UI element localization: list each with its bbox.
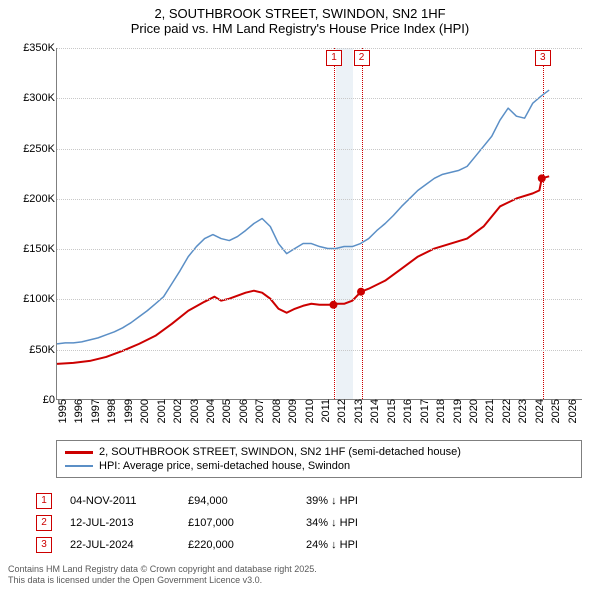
gridline — [57, 48, 582, 49]
event-price: £94,000 — [188, 495, 288, 507]
x-axis-label: 1996 — [69, 399, 85, 423]
gridline — [57, 249, 582, 250]
x-axis-label: 2011 — [316, 399, 332, 423]
x-axis-label: 2003 — [185, 399, 201, 423]
chart-lines-svg — [57, 48, 582, 399]
legend-swatch — [65, 465, 93, 467]
event-marker-box: 2 — [354, 50, 370, 66]
title-address: 2, SOUTHBROOK STREET, SWINDON, SN2 1HF — [0, 6, 600, 21]
legend-label: HPI: Average price, semi-detached house,… — [99, 460, 350, 472]
x-axis-label: 2002 — [168, 399, 184, 423]
event-row: 3 22-JUL-2024 £220,000 24% ↓ HPI — [36, 534, 582, 556]
legend-row: HPI: Average price, semi-detached house,… — [65, 459, 573, 473]
x-axis-label: 2025 — [546, 399, 562, 423]
event-delta: 34% ↓ HPI — [306, 517, 582, 529]
legend-row: 2, SOUTHBROOK STREET, SWINDON, SN2 1HF (… — [65, 445, 573, 459]
footer-line: Contains HM Land Registry data © Crown c… — [8, 564, 317, 575]
footer-line: This data is licensed under the Open Gov… — [8, 575, 317, 586]
y-axis-label: £250K — [23, 143, 57, 155]
event-row: 2 12-JUL-2013 £107,000 34% ↓ HPI — [36, 512, 582, 534]
x-axis-label: 2015 — [382, 399, 398, 423]
footer: Contains HM Land Registry data © Crown c… — [8, 564, 317, 587]
x-axis-label: 2013 — [349, 399, 365, 423]
data-point-marker — [329, 301, 337, 309]
gridline — [57, 199, 582, 200]
event-delta: 24% ↓ HPI — [306, 539, 582, 551]
event-date: 22-JUL-2024 — [70, 539, 170, 551]
x-axis-label: 2026 — [563, 399, 579, 423]
x-axis-label: 2007 — [250, 399, 266, 423]
y-axis-label: £100K — [23, 293, 57, 305]
x-axis-label: 2018 — [431, 399, 447, 423]
chart-container: 2, SOUTHBROOK STREET, SWINDON, SN2 1HF P… — [0, 0, 600, 590]
x-axis-label: 2009 — [283, 399, 299, 423]
event-row: 1 04-NOV-2011 £94,000 39% ↓ HPI — [36, 490, 582, 512]
x-axis-label: 2005 — [217, 399, 233, 423]
x-axis-label: 2010 — [300, 399, 316, 423]
y-axis-label: £350K — [23, 42, 57, 54]
event-date: 12-JUL-2013 — [70, 517, 170, 529]
x-axis-label: 1999 — [119, 399, 135, 423]
chart-plot-area: £0£50K£100K£150K£200K£250K£300K£350K1995… — [56, 48, 582, 400]
event-number: 3 — [36, 537, 52, 553]
x-axis-label: 2021 — [480, 399, 496, 423]
event-number: 2 — [36, 515, 52, 531]
x-axis-label: 2024 — [530, 399, 546, 423]
x-axis-label: 2000 — [135, 399, 151, 423]
series-price_paid — [57, 176, 549, 364]
x-axis-label: 2020 — [464, 399, 480, 423]
x-axis-label: 2008 — [267, 399, 283, 423]
event-price: £107,000 — [188, 517, 288, 529]
event-price: £220,000 — [188, 539, 288, 551]
x-axis-label: 1997 — [86, 399, 102, 423]
events-table: 1 04-NOV-2011 £94,000 39% ↓ HPI 2 12-JUL… — [36, 490, 582, 556]
event-delta: 39% ↓ HPI — [306, 495, 582, 507]
title-block: 2, SOUTHBROOK STREET, SWINDON, SN2 1HF P… — [0, 0, 600, 36]
legend-label: 2, SOUTHBROOK STREET, SWINDON, SN2 1HF (… — [99, 446, 461, 458]
gridline — [57, 98, 582, 99]
x-axis-label: 2019 — [448, 399, 464, 423]
x-axis-label: 2016 — [398, 399, 414, 423]
gridline — [57, 149, 582, 150]
legend-swatch — [65, 451, 93, 454]
gridline — [57, 350, 582, 351]
x-axis-label: 2014 — [365, 399, 381, 423]
x-axis-label: 2017 — [415, 399, 431, 423]
event-date: 04-NOV-2011 — [70, 495, 170, 507]
data-point-marker — [357, 288, 365, 296]
event-marker-box: 1 — [326, 50, 342, 66]
data-point-marker — [538, 174, 546, 182]
title-subtitle: Price paid vs. HM Land Registry's House … — [0, 21, 600, 36]
y-axis-label: £200K — [23, 193, 57, 205]
y-axis-label: £50K — [29, 344, 57, 356]
legend: 2, SOUTHBROOK STREET, SWINDON, SN2 1HF (… — [56, 440, 582, 478]
event-marker-box: 3 — [535, 50, 551, 66]
gridline — [57, 299, 582, 300]
x-axis-label: 2001 — [152, 399, 168, 423]
x-axis-label: 1995 — [53, 399, 69, 423]
event-number: 1 — [36, 493, 52, 509]
x-axis-label: 2023 — [513, 399, 529, 423]
x-axis-label: 2004 — [201, 399, 217, 423]
y-axis-label: £300K — [23, 92, 57, 104]
x-axis-label: 2006 — [234, 399, 250, 423]
y-axis-label: £150K — [23, 243, 57, 255]
x-axis-label: 2022 — [497, 399, 513, 423]
x-axis-label: 1998 — [102, 399, 118, 423]
x-axis-label: 2012 — [332, 399, 348, 423]
